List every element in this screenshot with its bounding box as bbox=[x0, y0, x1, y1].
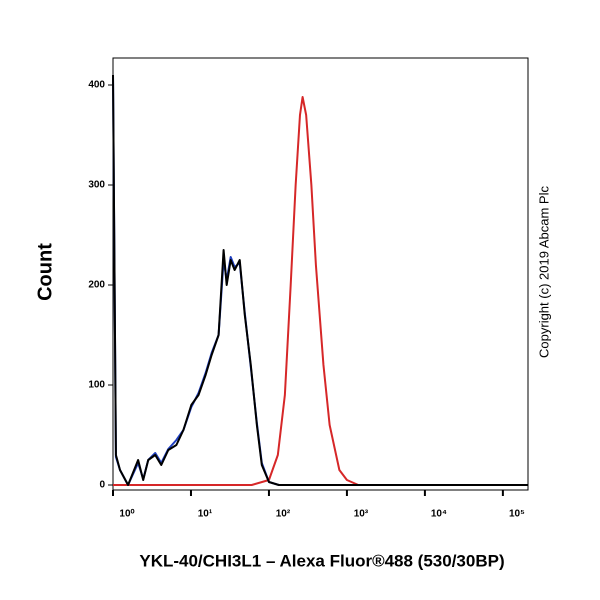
y-tick-label: 100 bbox=[88, 380, 105, 391]
histogram-line bbox=[112, 74, 528, 486]
x-tick-label: 10² bbox=[276, 509, 291, 520]
histogram-line bbox=[113, 96, 528, 486]
x-tick-label: 10⁵ bbox=[509, 509, 525, 520]
x-tick-label: 10¹ bbox=[198, 509, 213, 520]
copyright: Copyright (c) 2019 Abcam Plc bbox=[536, 186, 551, 358]
x-tick-label: 10⁴ bbox=[431, 509, 447, 520]
x-axis-label: YKL-40/CHI3L1 – Alexa Fluor®488 (530/30B… bbox=[139, 551, 504, 570]
y-tick-label: 400 bbox=[88, 80, 105, 91]
y-axis-label: Count bbox=[34, 243, 56, 301]
x-tick-label: 10⁰ bbox=[119, 509, 134, 520]
histogram-line bbox=[112, 74, 528, 486]
y-tick-label: 0 bbox=[99, 480, 105, 491]
y-tick-label: 200 bbox=[88, 280, 105, 291]
y-tick-label: 300 bbox=[88, 180, 105, 191]
plot-frame bbox=[112, 57, 529, 491]
x-tick-label: 10³ bbox=[354, 509, 369, 520]
